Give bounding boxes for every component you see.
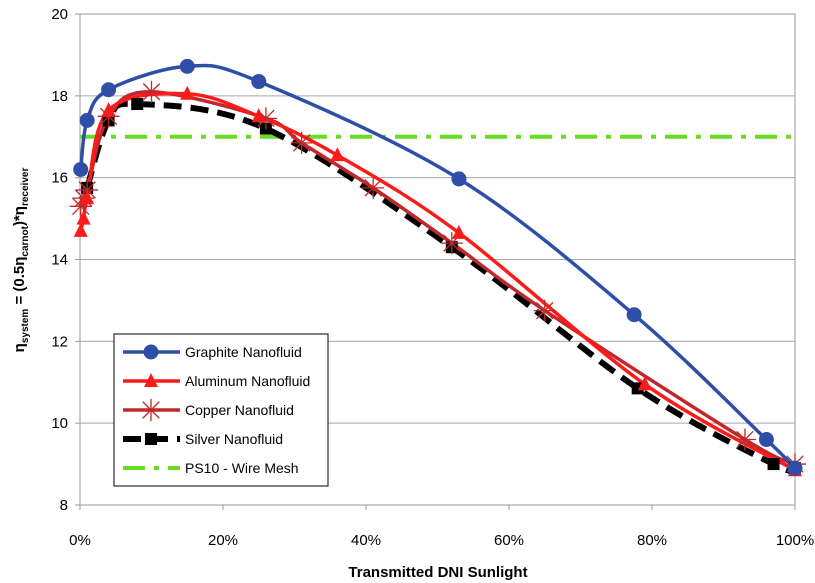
y-axis-title-eq: = (0.5η	[11, 257, 28, 309]
data-point-aluminum-nanofluid	[251, 108, 266, 123]
y-axis-title-sub-system: system	[20, 309, 31, 344]
y-tick-label: 14	[51, 252, 68, 269]
legend-label-silver-nanofluid: Silver Nanofluid	[185, 431, 283, 447]
data-point-graphite-nanofluid	[251, 74, 267, 90]
legend-marker-aluminum-nanofluid	[144, 373, 158, 387]
y-tick-label: 10	[51, 415, 68, 432]
legend-marker-silver-nanofluid	[145, 433, 157, 445]
data-point-copper-nanofluid	[733, 428, 756, 451]
data-point-aluminum-nanofluid	[451, 224, 466, 239]
data-point-copper-nanofluid	[140, 80, 163, 103]
y-axis-title-sub-receiver: receiver	[20, 168, 31, 206]
data-point-silver-nanofluid	[767, 458, 780, 471]
x-tick-label: 60%	[494, 532, 524, 549]
legend: Graphite Nanofluid Aluminum Nanofluid Copp…	[113, 333, 329, 487]
legend-marker-copper-nanofluid	[140, 399, 162, 421]
y-tick-label: 16	[51, 170, 68, 187]
legend-marker-graphite-nanofluid	[143, 344, 159, 360]
data-point-aluminum-nanofluid	[73, 222, 88, 237]
data-point-graphite-nanofluid	[79, 112, 95, 128]
y-axis-title: ηsystem = (0.5ηcarnot)*ηreceiver	[11, 168, 31, 353]
data-point-aluminum-nanofluid	[101, 102, 116, 117]
legend-label-aluminum-nanofluid: Aluminum Nanofluid	[185, 373, 310, 389]
y-tick-label: 8	[60, 497, 68, 514]
data-point-aluminum-nanofluid	[76, 210, 91, 225]
y-axis-title-base: η	[11, 343, 28, 352]
legend-label-ps10-wire-mesh: PS10 - Wire Mesh	[185, 460, 299, 476]
axis-ticks: 8 10 12 14 16 18 20 0% 20% 40% 60% 80% 100%	[51, 6, 814, 549]
data-point-aluminum-nanofluid	[80, 190, 95, 205]
data-point-graphite-nanofluid	[101, 82, 117, 98]
x-tick-label: 40%	[351, 532, 381, 549]
x-tick-label: 0%	[69, 532, 91, 549]
data-point-aluminum-nanofluid	[180, 85, 195, 100]
y-tick-label: 12	[51, 333, 68, 350]
data-point-graphite-nanofluid	[451, 171, 467, 187]
data-point-graphite-nanofluid	[626, 307, 642, 323]
data-point-copper-nanofluid	[533, 299, 556, 322]
data-point-graphite-nanofluid	[787, 460, 803, 476]
data-point-graphite-nanofluid	[73, 161, 89, 177]
data-point-copper-nanofluid	[290, 131, 313, 154]
series-line-graphite-nanofluid	[78, 63, 797, 470]
y-tick-label: 20	[51, 6, 68, 23]
legend-label-graphite-nanofluid: Graphite Nanofluid	[185, 344, 302, 360]
markers-layer	[69, 58, 806, 477]
y-axis-title-sub-carnot: carnot	[20, 225, 31, 256]
data-point-silver-nanofluid	[131, 98, 144, 111]
x-tick-label: 80%	[637, 532, 667, 549]
y-tick-label: 18	[51, 88, 68, 105]
x-tick-label: 100%	[776, 532, 814, 549]
data-point-graphite-nanofluid	[179, 58, 195, 74]
data-point-graphite-nanofluid	[758, 432, 774, 448]
data-point-aluminum-nanofluid	[637, 376, 652, 391]
data-point-aluminum-nanofluid	[330, 147, 345, 162]
data-point-copper-nanofluid	[362, 176, 385, 199]
legend-label-copper-nanofluid: Copper Nanofluid	[185, 402, 294, 418]
x-tick-label: 20%	[208, 532, 238, 549]
y-axis-title-mid: )*η	[11, 206, 28, 226]
x-axis-title: Transmitted DNI Sunlight	[348, 564, 527, 581]
